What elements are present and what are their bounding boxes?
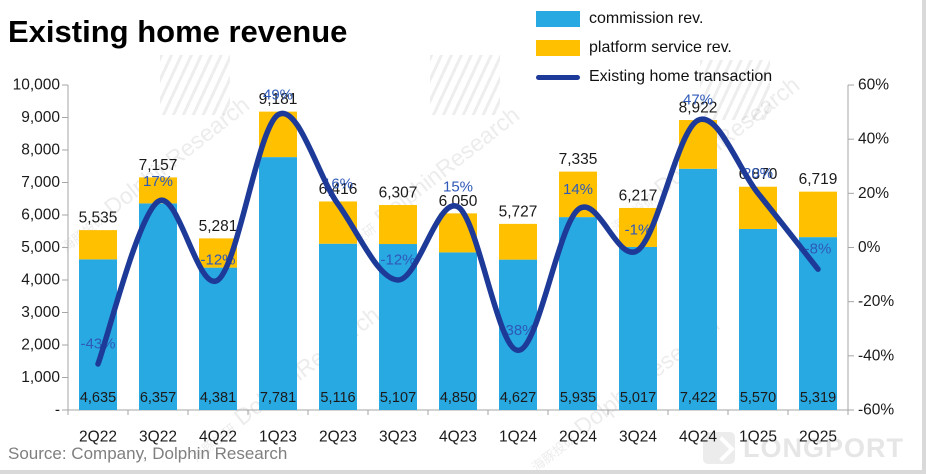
total-value-label: 7,335 (559, 151, 598, 168)
bar-segment-commission-2Q23 (319, 243, 357, 410)
bar-segment-commission-3Q22 (139, 203, 177, 410)
platform-swatch-icon (536, 40, 580, 56)
commission-value-label: 4,627 (500, 390, 536, 406)
total-value-label: 6,307 (379, 185, 418, 202)
category-label: 1Q25 (739, 429, 777, 446)
commission-value-label: 4,381 (200, 390, 236, 406)
left-axis-label: 8,000 (21, 142, 60, 159)
commission-value-label: 5,570 (740, 390, 776, 406)
bar-segment-commission-1Q23 (259, 157, 297, 410)
bar-segment-platform-1Q24 (499, 223, 537, 260)
growth-pct-label: -12% (380, 252, 415, 269)
commission-value-label: 5,017 (620, 390, 656, 406)
total-value-label: 5,535 (79, 210, 118, 227)
bar-segment-commission-2Q22 (79, 259, 117, 410)
category-label: 1Q24 (499, 429, 537, 446)
total-value-label: 5,281 (199, 218, 238, 235)
right-axis-label: 40% (858, 131, 889, 148)
window-edge-bottom (0, 470, 926, 474)
left-axis-label: 1,000 (21, 369, 60, 386)
commission-value-label: 6,357 (140, 390, 176, 406)
right-axis-label: 60% (858, 77, 889, 94)
legend-item-transaction: Existing home transaction (536, 66, 772, 88)
total-value-label: 7,157 (139, 157, 178, 174)
left-axis-label: 5,000 (21, 239, 60, 256)
transaction-line-swatch-icon (536, 74, 580, 80)
bar-segment-platform-4Q24 (679, 120, 717, 169)
total-value-label: 6,217 (619, 187, 658, 204)
commission-value-label: 5,935 (560, 390, 596, 406)
total-value-label: 8,922 (679, 100, 718, 117)
category-label: 3Q22 (139, 429, 177, 446)
total-value-label: 9,181 (259, 91, 298, 108)
growth-pct-label: -8% (805, 241, 832, 258)
category-label: 4Q23 (439, 429, 477, 446)
growth-pct-label: 47% (683, 92, 713, 109)
commission-value-label: 7,422 (680, 390, 716, 406)
category-label: 4Q24 (679, 429, 717, 446)
legend-label: commission rev. (589, 10, 704, 27)
commission-value-label: 4,850 (440, 390, 476, 406)
source-note: Source: Company, Dolphin Research (8, 444, 288, 463)
total-value-label: 6,719 (799, 171, 838, 188)
category-label: 3Q24 (619, 429, 657, 446)
category-label: 1Q23 (259, 429, 297, 446)
bar-segment-commission-2Q25 (799, 237, 837, 410)
commission-value-label: 5,319 (800, 390, 836, 406)
commission-value-label: 7,781 (260, 390, 296, 406)
right-axis-label: -40% (858, 347, 894, 364)
growth-pct-label: 14% (563, 181, 593, 198)
left-axis-label: 7,000 (21, 174, 60, 191)
left-axis-label: 3,000 (21, 304, 60, 321)
right-axis-label: 20% (858, 185, 889, 202)
commission-value-label: 5,116 (320, 390, 355, 406)
bar-segment-platform-2Q25 (799, 191, 837, 238)
commission-swatch-icon (536, 11, 580, 27)
chart-legend: commission rev. platform service rev. Ex… (536, 8, 772, 88)
right-axis-label: -20% (858, 293, 894, 310)
bar-segment-platform-2Q22 (79, 230, 117, 260)
bar-segment-commission-1Q25 (739, 228, 777, 410)
right-axis-label: 0% (858, 239, 881, 256)
legend-label: platform service rev. (589, 39, 732, 56)
growth-pct-label: 17% (143, 173, 173, 190)
window-edge-right (922, 0, 926, 474)
legend-item-platform: platform service rev. (536, 37, 772, 59)
bar-segment-commission-4Q24 (679, 168, 717, 410)
left-axis-label: 9,000 (21, 109, 60, 126)
left-axis-label: 10,000 (13, 77, 61, 94)
chart-title: Existing home revenue (8, 14, 348, 49)
left-axis-label: 6,000 (21, 207, 60, 224)
category-label: 2Q24 (559, 429, 597, 446)
category-label: 3Q23 (379, 429, 417, 446)
right-axis-label: -60% (858, 402, 894, 419)
left-axis-label: 2,000 (21, 337, 60, 354)
growth-pct-label: -38% (500, 322, 535, 339)
bar-segment-commission-3Q24 (619, 246, 657, 410)
commission-value-label: 4,635 (80, 390, 116, 406)
transaction-growth-line (95, 110, 821, 367)
growth-pct-label: -1% (625, 222, 652, 239)
bar-segment-commission-4Q22 (199, 267, 237, 410)
commission-value-label: 5,107 (380, 390, 416, 406)
left-axis-label: - (55, 402, 60, 419)
category-label: 2Q23 (319, 429, 357, 446)
legend-label: Existing home transaction (589, 68, 773, 85)
category-label: 2Q22 (79, 429, 117, 446)
category-label: 2Q25 (799, 429, 837, 446)
bar-segment-commission-2Q24 (559, 217, 597, 410)
bar-segment-commission-4Q23 (439, 252, 477, 410)
total-value-label: 5,727 (499, 203, 538, 220)
growth-pct-label: -43% (80, 335, 115, 352)
bar-segment-platform-3Q23 (379, 205, 417, 245)
legend-item-commission: commission rev. (536, 8, 772, 30)
growth-pct-label: 49% (263, 86, 293, 103)
growth-pct-label: 15% (443, 178, 473, 195)
left-axis-label: 4,000 (21, 272, 60, 289)
category-label: 4Q22 (199, 429, 237, 446)
